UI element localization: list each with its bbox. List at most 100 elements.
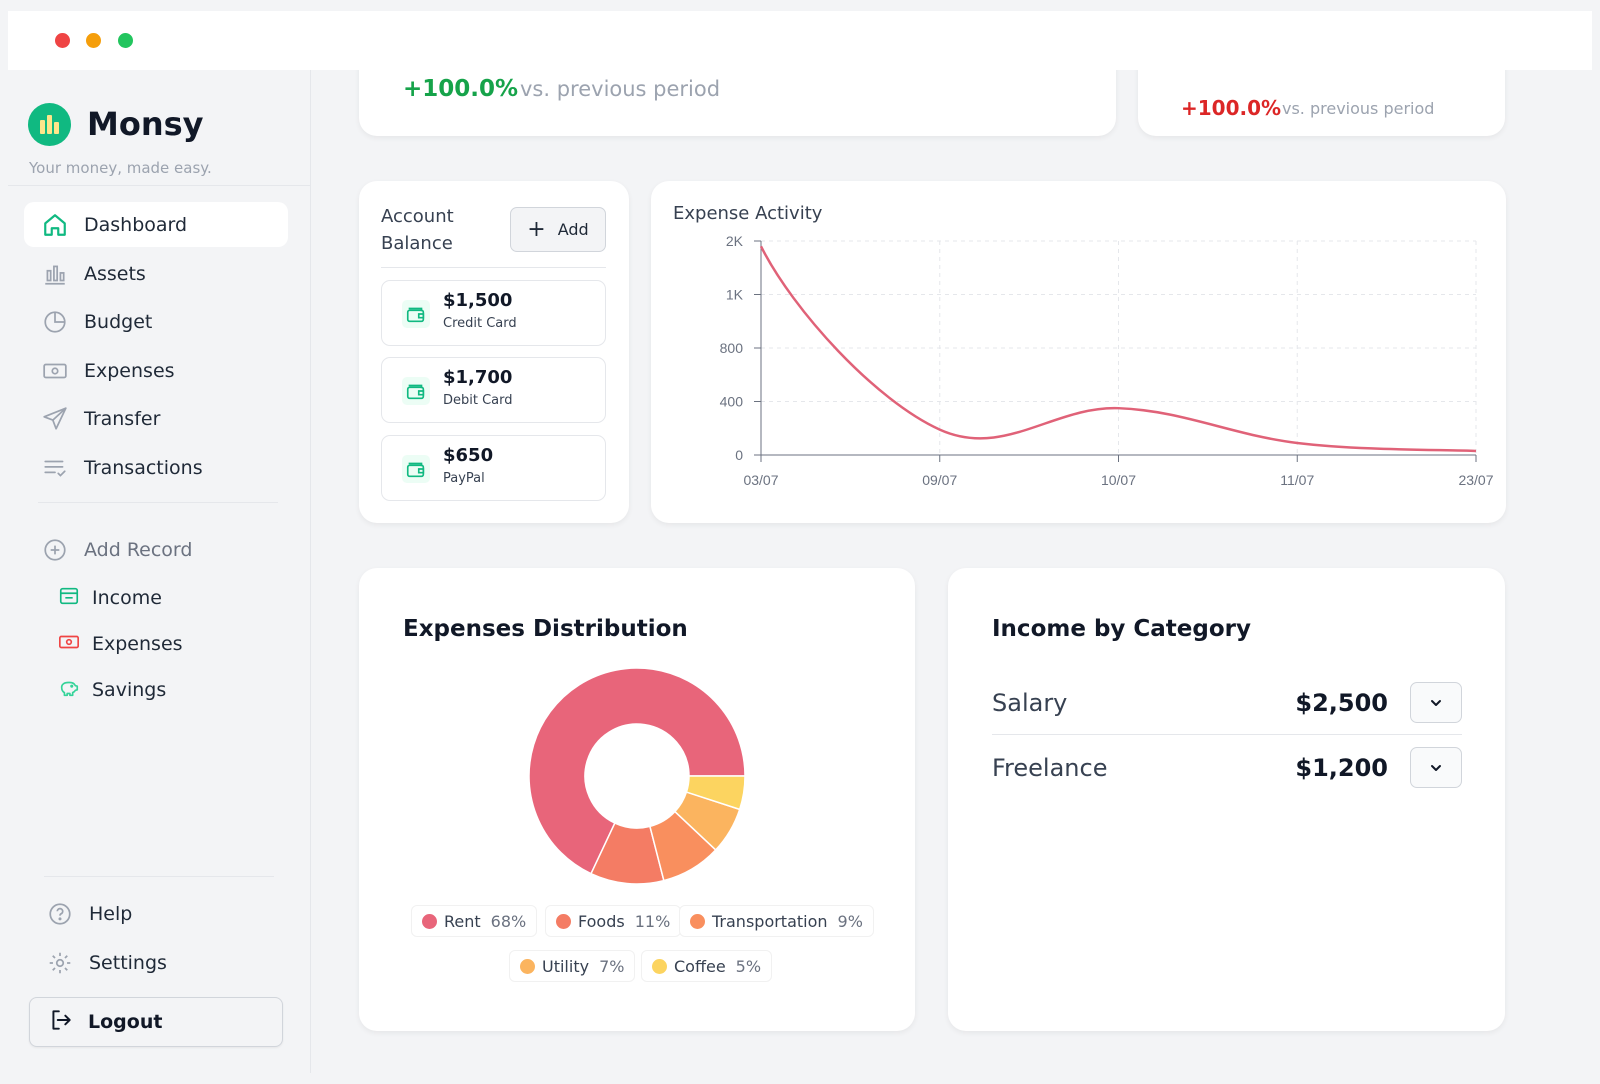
expense-record-icon xyxy=(58,631,80,657)
sidebar-item-label: Dashboard xyxy=(84,213,188,236)
add-record-savings[interactable]: Savings xyxy=(58,673,166,707)
sidebar-item-help[interactable]: Help xyxy=(29,891,293,936)
chevron-down-icon xyxy=(1431,764,1441,771)
expenses-distribution-title: Expenses Distribution xyxy=(403,616,688,642)
title-bar xyxy=(8,11,1592,70)
legend-item-utility: Utility 7% xyxy=(509,950,636,982)
account-amount: $1,500 xyxy=(443,290,513,311)
app-window: Monsy Your money, made easy. Dashboard A… xyxy=(8,11,1592,1073)
account-item-credit-card[interactable]: $1,500 Credit Card xyxy=(381,280,606,346)
expand-freelance-button[interactable] xyxy=(1410,747,1462,788)
minimize-window-button[interactable] xyxy=(86,33,101,48)
sidebar-item-label: Transfer xyxy=(84,407,161,430)
x-tick-label: 10/07 xyxy=(1101,472,1136,488)
chevron-down-icon xyxy=(1431,699,1441,706)
expense-activity-chart: 0 400 800 1K 2K 03/07 09/07 10/07 11/07 23/07 xyxy=(720,233,1494,488)
sidebar-item-dashboard[interactable]: Dashboard xyxy=(24,202,288,247)
legend-item-coffee: Coffee 5% xyxy=(641,950,773,982)
account-balance-title: Account Balance xyxy=(381,206,454,254)
sidebar-item-transfer[interactable]: Transfer xyxy=(24,396,288,441)
income-category-name: Freelance xyxy=(992,754,1108,782)
sidebar-item-transactions[interactable]: Transactions xyxy=(24,445,288,490)
legend-label: Coffee xyxy=(674,956,726,976)
expenses-icon xyxy=(40,356,70,386)
account-item-paypal[interactable]: $650 PayPal xyxy=(381,435,606,501)
plus-icon: + xyxy=(527,216,546,242)
income-category-amount: $2,500 xyxy=(1295,689,1388,717)
transactions-icon xyxy=(40,453,70,483)
account-type: Debit Card xyxy=(443,393,513,408)
legend-percent: 9% xyxy=(837,911,863,931)
income-row-freelance: Freelance $1,200 xyxy=(992,738,1462,798)
account-amount: $650 xyxy=(443,445,494,466)
account-balance-card: Account Balance + Add $1,500 Credit Card… xyxy=(359,181,629,523)
sidebar-item-label: Assets xyxy=(84,262,146,285)
sidebar-item-expenses[interactable]: Expenses xyxy=(24,348,288,393)
sidebar-item-label: Help xyxy=(89,902,133,925)
sidebar-item-label: Budget xyxy=(84,310,153,333)
add-record-expenses[interactable]: Expenses xyxy=(58,627,183,661)
add-record-item-label: Savings xyxy=(92,679,167,701)
legend-percent: 68% xyxy=(490,911,527,931)
expense-series-line xyxy=(759,245,1477,453)
account-type: Credit Card xyxy=(443,316,517,331)
stat-comparison: vs. previous period xyxy=(520,77,721,101)
legend-percent: 11% xyxy=(634,911,671,931)
account-amount: $1,700 xyxy=(443,367,513,388)
add-record-label: Add Record xyxy=(84,538,193,561)
account-type: PayPal xyxy=(443,471,485,486)
logout-button[interactable]: Logout xyxy=(29,997,283,1047)
add-account-button[interactable]: + Add xyxy=(510,207,606,252)
x-tick-label: 23/07 xyxy=(1458,472,1493,488)
legend-swatch xyxy=(556,913,571,929)
add-record-item-label: Expenses xyxy=(92,633,183,655)
divider xyxy=(44,876,274,877)
sidebar-item-budget[interactable]: Budget xyxy=(24,299,288,344)
add-record-item-label: Income xyxy=(92,587,162,609)
divider xyxy=(381,267,606,268)
income-category-name: Salary xyxy=(992,689,1068,717)
expand-salary-button[interactable] xyxy=(1410,682,1462,723)
divider xyxy=(8,185,311,186)
sidebar: Monsy Your money, made easy. Dashboard A… xyxy=(8,70,311,1073)
legend-item-transportation: Transportation 9% xyxy=(679,905,874,937)
sidebar-item-label: Expenses xyxy=(84,359,175,382)
donut-slice-rent xyxy=(528,667,746,875)
divider xyxy=(38,502,278,503)
income-by-category-card: Income by Category Salary $2,500 Freelan… xyxy=(948,568,1505,1031)
divider xyxy=(992,734,1462,735)
wallet-icon xyxy=(402,377,430,405)
stat-change: +100.0% xyxy=(1181,96,1282,120)
close-window-button[interactable] xyxy=(55,33,70,48)
wallet-icon xyxy=(402,455,430,483)
account-item-debit-card[interactable]: $1,700 Debit Card xyxy=(381,357,606,423)
legend-item-foods: Foods 11% xyxy=(545,905,682,937)
sidebar-item-settings[interactable]: Settings xyxy=(29,940,293,985)
legend-swatch xyxy=(652,958,667,974)
x-tick-label: 03/07 xyxy=(743,472,778,488)
home-icon xyxy=(40,210,70,240)
legend-label: Foods xyxy=(578,911,625,931)
add-record-income[interactable]: Income xyxy=(58,581,162,615)
y-tick-label: 2K xyxy=(726,233,744,249)
help-icon xyxy=(45,899,75,929)
y-tick-label: 0 xyxy=(735,447,743,463)
expenses-donut-chart xyxy=(528,667,746,885)
logout-label: Logout xyxy=(88,1011,163,1033)
x-tick-label: 11/07 xyxy=(1280,472,1314,488)
transfer-icon xyxy=(40,404,70,434)
income-icon xyxy=(58,585,80,611)
sidebar-item-label: Settings xyxy=(89,951,167,974)
maximize-window-button[interactable] xyxy=(118,33,133,48)
wallet-icon xyxy=(402,300,430,328)
y-tick-label: 1K xyxy=(726,287,744,303)
stat-comparison: vs. previous period xyxy=(1282,99,1435,118)
legend-swatch xyxy=(520,958,535,974)
savings-icon xyxy=(58,677,80,703)
logout-icon xyxy=(48,1007,74,1037)
legend-percent: 7% xyxy=(599,956,625,976)
assets-icon xyxy=(40,259,70,289)
add-record-toggle[interactable]: Add Record xyxy=(24,527,288,572)
expense-activity-card: Expense Activity 0 400 800 1K 2K 03/07 09/07 10… xyxy=(651,181,1506,523)
sidebar-item-assets[interactable]: Assets xyxy=(24,251,288,296)
